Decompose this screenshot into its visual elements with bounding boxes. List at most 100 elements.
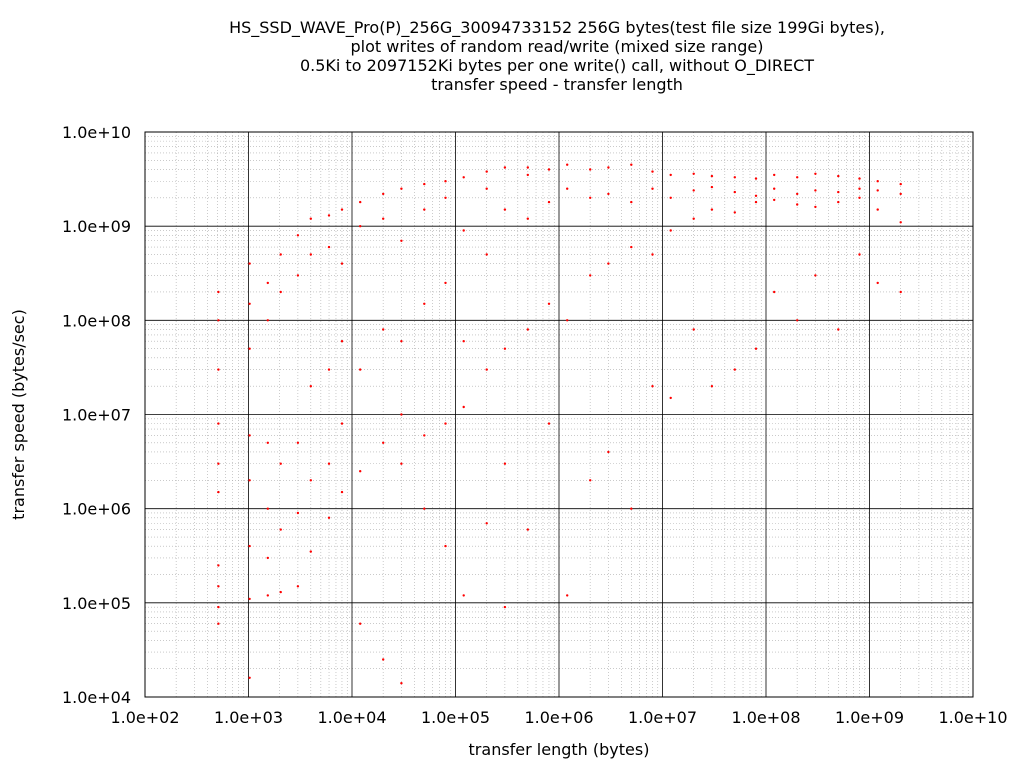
data-point (710, 185, 714, 189)
data-point (279, 528, 282, 531)
data-point (309, 385, 312, 388)
data-point (526, 328, 529, 331)
data-point (309, 253, 312, 256)
data-point (733, 211, 736, 214)
grid (145, 132, 973, 697)
data-point (444, 196, 447, 199)
data-point (423, 182, 426, 186)
data-point (669, 173, 672, 177)
data-point (359, 470, 362, 473)
data-point (692, 189, 695, 192)
data-point (266, 441, 269, 444)
data-point (217, 422, 220, 425)
data-point (526, 166, 529, 169)
data-point (400, 413, 403, 416)
data-point (796, 176, 799, 179)
data-point (217, 462, 220, 465)
data-point (899, 290, 902, 294)
data-point (710, 385, 714, 388)
data-point (837, 174, 840, 178)
data-point (266, 507, 269, 510)
data-point (630, 200, 633, 204)
title-line-1: HS_SSD_WAVE_Pro(P)_256G_30094733152 256G… (229, 18, 885, 37)
data-point (651, 170, 654, 173)
data-point (248, 676, 251, 679)
data-point (327, 516, 331, 519)
data-point (651, 187, 654, 190)
data-point (630, 245, 633, 249)
data-point (444, 544, 447, 548)
data-point (669, 396, 672, 400)
data-point (359, 200, 362, 204)
data-point (266, 281, 269, 285)
data-point (462, 594, 465, 597)
data-point (651, 385, 654, 388)
data-point (503, 347, 507, 350)
data-point (607, 262, 610, 265)
data-point (773, 290, 776, 294)
data-point (217, 368, 220, 371)
data-point (858, 253, 861, 256)
data-point (754, 347, 758, 350)
data-point (733, 368, 736, 371)
x-tick-label: 1.0e+07 (628, 708, 697, 727)
y-axis-label: transfer speed (bytes/sec) (9, 309, 28, 520)
data-point (733, 190, 736, 194)
data-point (503, 208, 507, 211)
data-point (814, 274, 817, 277)
data-point (444, 422, 447, 425)
data-point (382, 658, 385, 661)
data-point (444, 281, 447, 285)
data-point (327, 462, 331, 465)
data-point (773, 198, 776, 202)
data-point (296, 511, 300, 515)
data-point (217, 290, 220, 294)
data-point (217, 319, 220, 322)
data-point (266, 594, 269, 597)
data-point (359, 225, 362, 228)
data-point (400, 462, 403, 465)
data-point (814, 205, 817, 209)
data-point (382, 328, 385, 331)
y-tick-label: 1.0e+08 (62, 311, 131, 330)
x-tick-label: 1.0e+10 (938, 708, 1007, 727)
data-point (566, 319, 569, 322)
data-point (796, 192, 799, 196)
data-point (248, 347, 251, 350)
title-line-4: transfer speed - transfer length (431, 75, 683, 94)
x-tick-label: 1.0e+04 (317, 708, 386, 727)
data-point (858, 196, 861, 199)
plot-border (144, 131, 974, 698)
data-point (485, 187, 488, 190)
y-tick-label: 1.0e+07 (62, 406, 131, 425)
data-point (266, 319, 269, 322)
data-point (340, 490, 344, 494)
data-point (669, 229, 672, 232)
data-point (217, 585, 220, 588)
data-point (566, 594, 569, 597)
data-point (876, 281, 879, 285)
data-point (651, 253, 654, 256)
data-point (547, 200, 551, 204)
data-point (710, 174, 714, 178)
data-point (876, 180, 879, 183)
data-point (837, 328, 840, 331)
data-point (279, 253, 282, 256)
data-point (899, 182, 902, 186)
data-point (773, 187, 776, 190)
data-point (754, 194, 758, 197)
x-tick-label: 1.0e+05 (421, 708, 490, 727)
data-point (607, 192, 610, 196)
data-point (248, 597, 251, 601)
data-point (503, 605, 507, 609)
data-point (814, 172, 817, 175)
data-point (309, 550, 312, 553)
data-point (382, 192, 385, 196)
data-point (485, 253, 488, 256)
data-point (423, 507, 426, 510)
y-tick-label: 1.0e+10 (62, 123, 131, 142)
data-point (296, 234, 300, 237)
data-point (796, 203, 799, 206)
data-point (340, 340, 344, 343)
